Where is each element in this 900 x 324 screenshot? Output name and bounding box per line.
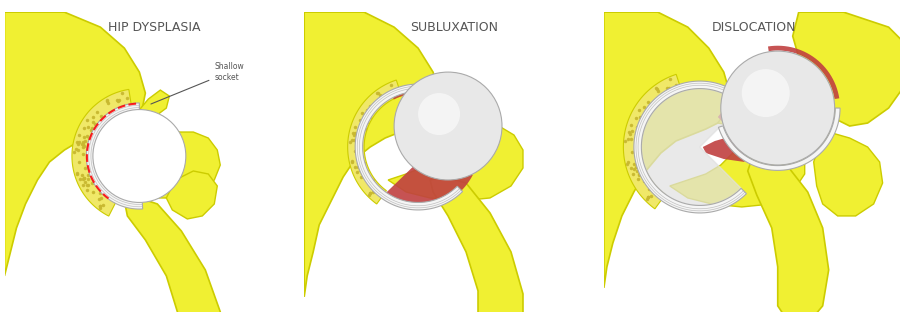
Polygon shape [814,132,883,216]
Polygon shape [347,80,401,204]
Text: HIP DYSPLASIA: HIP DYSPLASIA [108,21,201,34]
Polygon shape [748,159,829,324]
Polygon shape [166,171,217,219]
Polygon shape [72,89,131,216]
Polygon shape [670,132,805,207]
Polygon shape [793,12,900,126]
Polygon shape [86,103,143,209]
Text: DISLOCATION: DISLOCATION [712,21,796,34]
Polygon shape [634,81,746,213]
Polygon shape [124,198,223,324]
Polygon shape [94,132,220,198]
Polygon shape [624,74,681,209]
Polygon shape [718,90,757,126]
Polygon shape [304,12,439,297]
Polygon shape [86,103,137,199]
Text: SUBLUXATION: SUBLUXATION [410,21,498,34]
Polygon shape [703,93,787,162]
Text: Shallow
socket: Shallow socket [151,63,244,104]
Polygon shape [133,90,169,123]
Polygon shape [356,84,463,210]
Polygon shape [642,88,741,205]
Polygon shape [382,156,472,208]
Polygon shape [768,46,840,99]
Polygon shape [718,108,840,170]
Circle shape [93,110,185,202]
Circle shape [742,69,789,117]
Polygon shape [392,88,470,123]
Polygon shape [388,126,523,201]
Circle shape [394,72,502,180]
Circle shape [418,93,460,135]
Polygon shape [604,12,730,288]
Polygon shape [4,12,146,276]
Polygon shape [430,177,523,324]
Circle shape [721,51,834,165]
Polygon shape [428,93,463,126]
